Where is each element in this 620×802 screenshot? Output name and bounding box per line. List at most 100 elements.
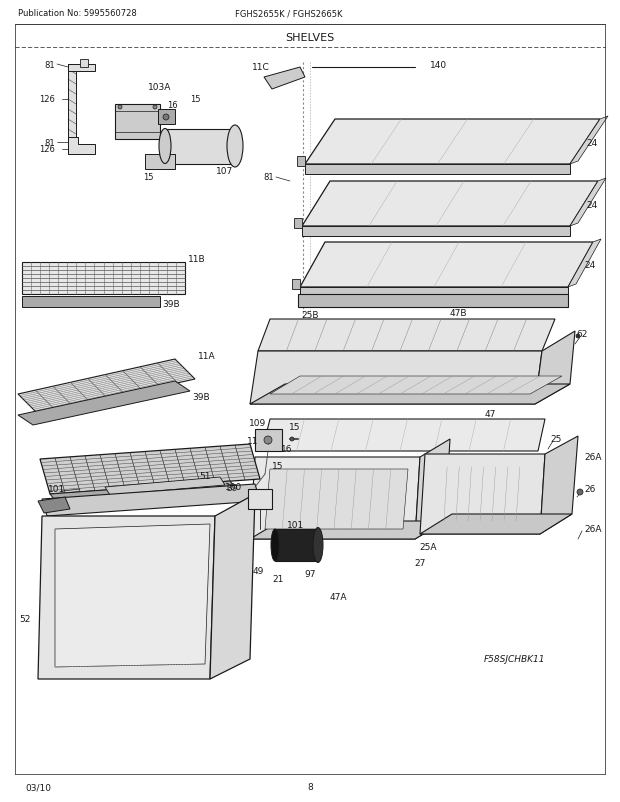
Polygon shape [302,227,570,237]
Text: 62: 62 [577,330,588,339]
Ellipse shape [313,528,323,563]
Text: Publication No: 5995560728: Publication No: 5995560728 [18,10,137,18]
Polygon shape [300,243,593,288]
Text: 103A: 103A [148,83,171,92]
Polygon shape [210,494,255,679]
Polygon shape [42,484,260,516]
Polygon shape [38,497,70,513]
Text: 39B: 39B [192,393,210,402]
Polygon shape [68,65,95,72]
Ellipse shape [227,126,243,168]
Polygon shape [420,455,545,534]
Polygon shape [297,157,305,167]
Text: 39: 39 [226,484,237,493]
Text: F58SJCHBK11: F58SJCHBK11 [484,654,545,664]
Polygon shape [420,514,572,534]
Text: 39B: 39B [162,300,180,309]
Text: 81: 81 [45,60,55,70]
Ellipse shape [159,129,171,164]
Polygon shape [300,288,568,298]
Polygon shape [305,119,600,164]
Polygon shape [50,481,238,504]
Text: 47B: 47B [450,309,467,318]
Circle shape [153,106,157,110]
Text: 47: 47 [484,410,495,419]
Polygon shape [568,240,601,288]
Text: 16: 16 [281,445,293,454]
Polygon shape [115,105,160,140]
Polygon shape [258,320,555,351]
Text: 15: 15 [272,462,284,471]
Text: 26A: 26A [584,453,601,462]
Text: 101: 101 [48,485,65,494]
Text: 26: 26 [584,485,595,494]
Circle shape [576,334,580,338]
Text: 25: 25 [551,435,562,444]
Text: 100: 100 [224,483,242,492]
Circle shape [577,489,583,496]
Text: 16: 16 [167,100,177,109]
Polygon shape [22,263,185,294]
Text: 25A: 25A [419,543,436,552]
Polygon shape [305,164,570,175]
Polygon shape [570,179,606,227]
Text: 126: 126 [39,145,55,154]
Polygon shape [292,280,300,290]
Polygon shape [38,516,215,679]
Text: 03/10: 03/10 [25,783,51,792]
Polygon shape [535,331,575,404]
Text: 107: 107 [216,168,234,176]
Text: 21: 21 [272,575,284,584]
Circle shape [118,106,122,110]
Polygon shape [270,376,562,395]
Polygon shape [265,469,408,529]
Text: 47A: 47A [329,593,347,602]
Polygon shape [262,419,545,452]
Text: 27: 27 [414,559,426,568]
Polygon shape [250,384,570,404]
Text: 15: 15 [190,95,200,104]
Text: 101: 101 [288,520,304,529]
Text: 26A: 26A [584,525,601,534]
Text: SHELVES: SHELVES [285,33,335,43]
Polygon shape [298,294,568,308]
Text: FGHS2655K / FGHS2665K: FGHS2655K / FGHS2665K [235,10,342,18]
Polygon shape [80,60,88,68]
Polygon shape [570,117,608,164]
Text: 81: 81 [264,173,274,182]
Polygon shape [18,359,195,415]
Text: 51: 51 [199,472,211,481]
Text: 140: 140 [430,62,447,71]
Polygon shape [248,489,272,509]
Polygon shape [250,351,542,404]
Polygon shape [18,382,190,426]
Text: 81: 81 [45,138,55,148]
Circle shape [264,436,272,444]
Polygon shape [264,68,305,90]
Text: 8: 8 [307,783,313,792]
Circle shape [163,115,169,121]
Polygon shape [250,457,420,539]
Text: 15: 15 [290,423,301,432]
Text: 97: 97 [304,569,316,579]
Text: 24: 24 [587,200,598,209]
Polygon shape [294,219,302,229]
Polygon shape [22,297,160,308]
Text: 15: 15 [143,172,153,181]
Text: 126: 126 [39,95,55,104]
Text: 11C: 11C [252,63,270,72]
Text: 52: 52 [19,615,30,624]
Text: 11B: 11B [188,255,206,264]
Ellipse shape [271,529,279,561]
Polygon shape [165,130,235,164]
Polygon shape [415,439,450,539]
Polygon shape [105,477,225,496]
Polygon shape [68,138,95,155]
Text: 109: 109 [249,419,267,428]
Polygon shape [68,65,76,155]
Polygon shape [255,429,282,452]
Polygon shape [40,444,260,494]
Polygon shape [55,525,210,667]
Polygon shape [145,155,175,170]
Text: 49: 49 [252,567,264,576]
